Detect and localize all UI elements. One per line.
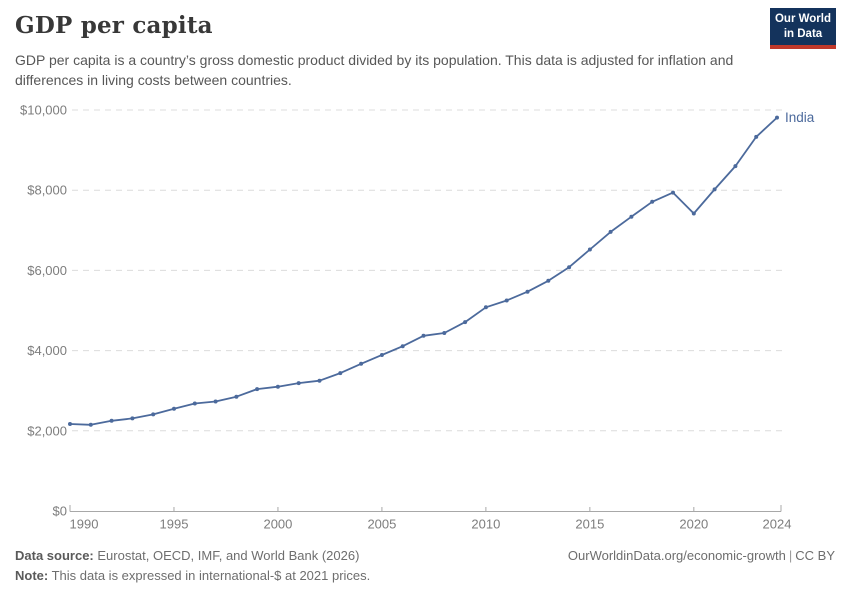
x-tick-label: 1990: [70, 517, 99, 532]
data-point[interactable]: [359, 361, 364, 366]
data-point[interactable]: [379, 353, 384, 357]
x-tick-label: 2010: [471, 517, 500, 532]
data-point[interactable]: [546, 278, 551, 283]
data-point[interactable]: [400, 344, 405, 349]
data-point[interactable]: [691, 211, 696, 216]
data-point[interactable]: [463, 320, 468, 325]
license-link[interactable]: CC BY: [795, 548, 835, 563]
data-point[interactable]: [192, 401, 197, 406]
data-point[interactable]: [629, 214, 634, 219]
owid-logo-line2: in Data: [783, 27, 823, 40]
data-point[interactable]: [109, 418, 114, 423]
chart-svg: $0 $2,000 $4,000 $6,000 $8,000 $10,000 1990 199…: [20, 103, 815, 532]
data-point[interactable]: [650, 199, 655, 204]
data-source-text: Eurostat, OECD, IMF, and World Bank (202…: [93, 548, 360, 563]
note-label: Note:: [15, 568, 49, 583]
x-tick-label: 2024: [763, 517, 792, 532]
y-tick-label: $4,000: [27, 343, 67, 358]
data-source-line: Data source: Eurostat, OECD, IMF, and Wo…: [15, 548, 359, 563]
data-point[interactable]: [317, 378, 322, 383]
data-point[interactable]: [525, 289, 530, 294]
owid-link[interactable]: OurWorldinData.org/economic-growth: [567, 548, 786, 563]
footer-attribution: OurWorldinData.org/economic-growth | CC BY: [568, 548, 835, 563]
y-tick-label: $0: [53, 504, 67, 519]
y-tick-label: $2,000: [27, 423, 67, 438]
data-point[interactable]: [712, 187, 717, 192]
owid-logo[interactable]: Our World in Data: [770, 8, 836, 49]
chart-footer: Data source: Eurostat, OECD, IMF, and Wo…: [15, 548, 835, 583]
y-tick-label: $8,000: [27, 183, 67, 198]
data-point[interactable]: [275, 384, 280, 389]
data-point[interactable]: [567, 265, 572, 270]
y-tick-label: $6,000: [27, 263, 67, 278]
chart-subtitle: GDP per capita is a country’s gross dome…: [15, 52, 734, 88]
note-line: Note: This data is expressed in internat…: [15, 568, 835, 583]
page-title: GDP per capita: [15, 12, 213, 39]
data-point[interactable]: [587, 247, 592, 252]
data-point[interactable]: [296, 381, 301, 386]
data-point[interactable]: [421, 333, 426, 338]
data-line[interactable]: [69, 116, 778, 426]
series-label[interactable]: India: [785, 110, 815, 125]
owid-logo-line1: Our World: [774, 13, 831, 26]
data-point[interactable]: [88, 422, 93, 427]
data-point[interactable]: [172, 406, 176, 411]
data-point[interactable]: [608, 229, 613, 234]
note-text: This data is expressed in international-…: [48, 568, 371, 583]
data-point[interactable]: [338, 371, 343, 376]
data-point[interactable]: [68, 422, 72, 426]
data-point[interactable]: [130, 416, 135, 421]
x-tick-label: 1995: [160, 517, 189, 532]
data-point[interactable]: [151, 412, 156, 417]
x-tick-label: 2005: [367, 517, 396, 532]
x-tick-label: 2015: [575, 517, 604, 532]
data-point[interactable]: [255, 387, 260, 392]
y-tick-label: $10,000: [20, 103, 67, 118]
data-point[interactable]: [442, 331, 447, 335]
data-point[interactable]: [504, 298, 509, 303]
x-tick-label: 2000: [263, 517, 292, 532]
data-point[interactable]: [234, 394, 239, 399]
data-point[interactable]: [483, 305, 488, 310]
footer-separator: |: [788, 548, 793, 563]
data-point[interactable]: [213, 399, 218, 404]
data-point[interactable]: [775, 115, 779, 120]
x-tick-label: 2020: [679, 517, 708, 532]
data-point[interactable]: [754, 134, 759, 139]
data-source-label: Data source:: [15, 548, 94, 563]
data-point[interactable]: [671, 190, 675, 195]
data-point[interactable]: [733, 164, 738, 169]
